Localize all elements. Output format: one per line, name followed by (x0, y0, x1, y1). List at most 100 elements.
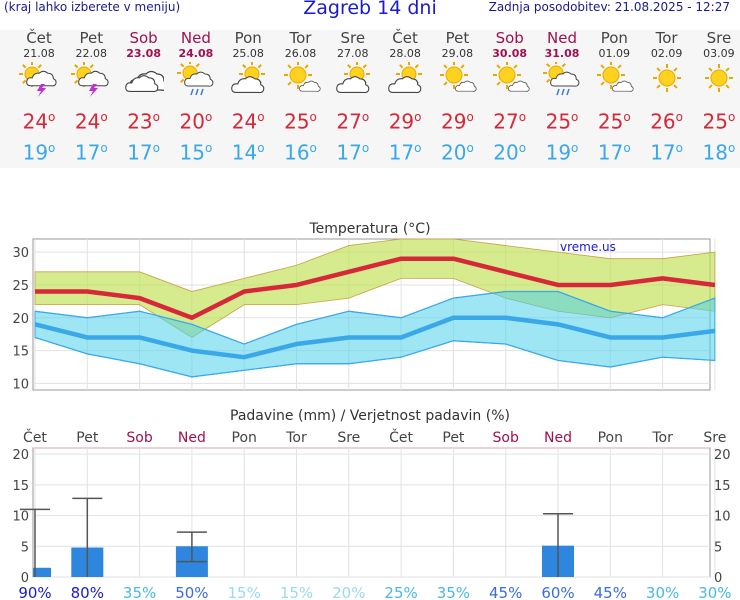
precip-probability: 30% (646, 584, 679, 600)
x-tick-label: Pon (598, 430, 623, 446)
min-temp: 15o (179, 140, 213, 165)
precipitation-chart: Padavine (mm) / Verjetnost padavin (%) Če… (12, 408, 731, 600)
min-temp-band-bottom (34, 336, 715, 378)
sun-cloud-rain-icon (542, 60, 582, 96)
min-temp-band-top (34, 290, 716, 345)
day-date: 24.08 (178, 47, 214, 60)
min-temp: 17o (127, 140, 160, 165)
sun-icon (647, 62, 687, 96)
y-tick-label: 5 (21, 540, 29, 555)
min-temp: 19o (545, 140, 579, 165)
precip-probability: 35% (437, 584, 470, 600)
cloud-icon (124, 62, 168, 96)
max-temp: 29o (388, 109, 422, 134)
forecast-day: Sre 27.08 27o 17o (327, 30, 379, 165)
max-temp: 25o (545, 109, 579, 134)
min-temp: 19o (22, 140, 56, 165)
temperature-chart: Temperatura (°C) 10 15 20 25 30 vreme.us (12, 221, 716, 392)
sun-cloud-icon (228, 61, 268, 96)
precip-probability: 20% (332, 584, 365, 600)
x-tick-label: Sre (337, 430, 360, 446)
max-temp: 26o (650, 109, 683, 134)
x-tick-label: Ned (178, 430, 206, 446)
max-temp: 25o (284, 109, 317, 134)
page-title: Zagreb 14 dni (303, 0, 437, 19)
precip-probability: 45% (489, 584, 522, 600)
day-name: Tor (655, 29, 678, 47)
day-name: Pon (600, 29, 628, 47)
x-tick-label: Pet (76, 430, 99, 446)
x-tick-label: Čet (23, 428, 47, 446)
min-temp: 16o (284, 140, 317, 165)
min-temp: 14o (231, 140, 265, 165)
precip-probability: 50% (175, 584, 208, 600)
sun-small-cloud-icon (490, 61, 530, 96)
forecast-day: Pon 01.09 25o 17o (588, 30, 640, 165)
x-tick-label: Sob (126, 430, 152, 446)
day-date: 28.08 (389, 47, 421, 60)
precip-probability: 35% (123, 584, 156, 600)
chart-title: Temperatura (°C) (308, 221, 430, 237)
day-date: 01.09 (598, 47, 631, 60)
location-hint[interactable]: (kraj lahko izberete v meniju) (4, 0, 181, 14)
y-tick-label: 30 (12, 246, 29, 261)
sun-cloud-icon (385, 61, 425, 96)
day-date: 27.08 (337, 47, 369, 60)
min-temp: 17o (388, 140, 422, 165)
day-name: Pon (234, 29, 262, 47)
min-temp-line (34, 315, 716, 360)
day-name: Sob (495, 29, 524, 47)
max-temp: 25o (702, 109, 736, 134)
sun-cloud-icon (333, 61, 373, 96)
y-tick-label: 25 (12, 279, 29, 294)
day-name: Pet (445, 29, 470, 47)
y-tick-label: 10 (12, 377, 29, 392)
last-update: Zadnja posodobitev: 21.08.2025 - 12:27 (488, 0, 730, 14)
day-name: Sre (706, 29, 732, 47)
min-temp: 20o (440, 140, 474, 165)
x-tick-label: Pet (442, 430, 465, 446)
top-bar: (kraj lahko izberete v meniju) Zagreb 14… (0, 0, 740, 22)
precip-probability: 45% (594, 584, 627, 600)
precip-probability: 80% (71, 584, 104, 600)
daily-forecast-strip: Čet 21.08 24o 19o Pet 22.08 24o 17o Sob 23.08 23o 1… (0, 30, 740, 168)
precip-probability: 60% (541, 584, 574, 600)
day-name: Sre (340, 29, 366, 47)
min-temp: 17o (336, 140, 370, 165)
precip-probability: 15% (228, 584, 261, 600)
chart-title: Padavine (mm) / Verjetnost padavin (%) (230, 408, 510, 424)
forecast-day: Čet 21.08 24o 19o (13, 30, 65, 165)
sun-cloud-thunder-icon (19, 61, 59, 97)
max-temp: 24o (22, 109, 56, 134)
forecast-day: Pon 25.08 24o 14o (222, 30, 274, 165)
precip-probability: 15% (280, 584, 313, 600)
x-tick-label: Tor (285, 430, 307, 446)
sun-cloud-rain-icon (176, 60, 216, 96)
day-date: 02.09 (650, 47, 683, 60)
forecast-day: Čet 28.08 29o 17o (379, 30, 431, 165)
min-temp: 20o (493, 140, 527, 165)
max-temp: 27o (493, 109, 527, 134)
sun-small-cloud-icon (594, 61, 634, 96)
forecast-day: Ned 24.08 20o 15o (170, 30, 222, 165)
precip-probability: 25% (384, 584, 417, 600)
day-date: 22.08 (75, 47, 108, 60)
min-temp: 17o (597, 140, 631, 165)
max-temp-line (35, 256, 716, 321)
forecast-day: Ned 31.08 25o 19o (536, 30, 588, 165)
max-temp: 20o (179, 109, 213, 134)
forecast-day: Tor 26.08 25o 16o (275, 30, 327, 165)
day-date: 03.09 (703, 47, 735, 60)
max-temp: 27o (336, 109, 370, 134)
precip-probability: 30% (698, 584, 731, 600)
sun-cloud-thunder-icon (71, 61, 111, 97)
plot-area (32, 447, 711, 578)
x-tick-label: Ned (544, 430, 572, 446)
y-tick-label-right: 10 (714, 510, 731, 525)
max-temp: 24o (231, 109, 265, 134)
x-tick-label: Sre (703, 430, 726, 446)
watermark: vreme.us (560, 240, 616, 254)
day-date: 25.08 (232, 47, 264, 60)
day-name: Čet (392, 29, 418, 47)
precip-probability: 90% (18, 584, 51, 600)
